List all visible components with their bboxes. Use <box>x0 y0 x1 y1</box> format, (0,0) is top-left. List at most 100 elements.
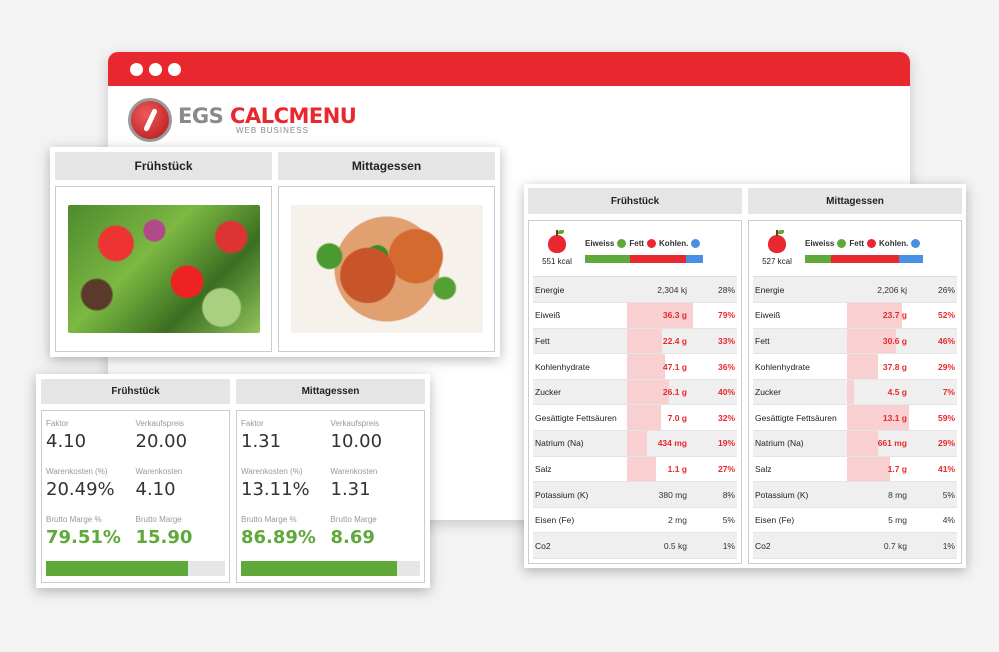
nutrient-percent-text: 36% <box>717 361 735 372</box>
nutrient-table: Energie 2,206 kj 26% Eiweiß 23.7 g 52% Fett 30.… <box>753 277 957 559</box>
macro-segment-carbs <box>899 254 923 263</box>
cost-column: Mittagessen Faktor 1.31 Verkaufspreis 10.0… <box>236 379 425 583</box>
warenkosten-pct-label: Warenkosten (%) <box>241 467 303 476</box>
nutrient-row: Zucker 4.5 g 7% <box>753 379 957 406</box>
nutrient-row: Kohlenhydrate 37.8 g 29% <box>753 354 957 380</box>
nutrient-percent: 5% <box>693 508 737 533</box>
nutrient-level-highlight <box>627 303 693 328</box>
carbs-dot-icon <box>691 238 701 248</box>
nutrient-percent: 26% <box>913 277 957 302</box>
nutrient-percent-text: 7% <box>942 387 955 398</box>
margin-progress-bar <box>46 561 225 576</box>
nutrient-level-highlight <box>847 456 891 482</box>
meal-title: Mittagessen <box>278 152 495 180</box>
apple-icon <box>548 230 566 254</box>
nutrient-name: Energie <box>535 284 565 295</box>
nutrient-row: Eisen (Fe) 5 mg 4% <box>753 508 957 534</box>
nutrition-panel: Frühstück 551 kcal Eiweiss Fett Kohlen. … <box>524 184 966 568</box>
brutto-marge-label: Brutto Marge <box>135 515 182 524</box>
nutrient-percent-text: 28% <box>717 284 735 295</box>
nutrient-amount: 23.7 g <box>847 303 913 328</box>
warenkosten-label: Warenkosten <box>330 467 378 476</box>
warenkosten-label: Warenkosten <box>135 467 183 476</box>
nutrient-row: Natrium (Na) 661 mg 29% <box>753 431 957 457</box>
nutrient-amount-text: 7.0 g <box>667 412 687 423</box>
nutrient-amount: 1.1 g <box>627 456 693 482</box>
window-dot-icon[interactable] <box>130 62 143 76</box>
brutto-marge-label: Brutto Marge <box>330 515 377 524</box>
stew-image <box>290 205 483 333</box>
nutrient-amount-text: 47.1 g <box>662 361 687 372</box>
nutrient-row: Potassium (K) 380 mg 8% <box>533 482 737 508</box>
nutrient-amount: 0.5 kg <box>627 533 693 558</box>
nutrient-percent: 36% <box>693 354 737 379</box>
nutrition-column: Mittagessen 527 kcal Eiweiss Fett Kohlen… <box>748 188 962 564</box>
nutrient-name: Kohlenhydrate <box>535 361 590 372</box>
nutrient-percent: 8% <box>693 482 737 507</box>
nutrient-row: Gesättigte Fettsäuren 13.1 g 59% <box>753 405 957 432</box>
legend-carbs: Kohlen. <box>879 238 909 248</box>
nutrient-amount: 47.1 g <box>627 354 693 379</box>
nutrient-percent-text: 33% <box>717 335 735 346</box>
nutrient-amount-text: 26.1 g <box>662 387 687 398</box>
nutrient-percent: 41% <box>913 457 957 482</box>
nutrient-name: Potassium (K) <box>535 489 589 500</box>
nutrient-amount-text: 8 mg <box>888 489 907 500</box>
nutrient-amount-text: 0.7 kg <box>883 540 907 551</box>
nutrient-name: Gesättigte Fettsäuren <box>535 412 617 423</box>
nutrient-name: Co2 <box>755 540 771 551</box>
nutrient-amount-text: 1.7 g <box>887 463 907 474</box>
faktor-value: 1.31 <box>241 431 282 452</box>
warenkosten-pct-value: 13.11% <box>241 479 310 500</box>
meal-image-frame[interactable] <box>278 186 495 352</box>
nutrient-percent: 5% <box>913 482 957 507</box>
nutrient-name: Potassium (K) <box>755 489 809 500</box>
salad-image <box>67 205 260 333</box>
nutrient-amount: 4.5 g <box>847 379 913 405</box>
nutrient-percent-text: 19% <box>717 438 735 449</box>
window-dot-icon[interactable] <box>149 62 162 76</box>
window-dot-icon[interactable] <box>168 62 181 76</box>
meal-image-frame[interactable] <box>55 186 272 352</box>
nutrient-level-highlight <box>627 405 661 431</box>
nutrient-percent: 46% <box>913 329 957 354</box>
meal-title: Frühstück <box>55 152 272 180</box>
logo-subtitle: WEB BUSINESS <box>236 125 309 135</box>
legend-carbs: Kohlen. <box>659 238 689 248</box>
verkaufspreis-value: 10.00 <box>330 431 383 452</box>
nutrient-percent: 4% <box>913 508 957 533</box>
nutrient-amount-text: 1.1 g <box>667 463 687 474</box>
nutrient-row: Co2 0.7 kg 1% <box>753 533 957 559</box>
protein-dot-icon <box>837 238 847 248</box>
nutrient-row: Gesättigte Fettsäuren 7.0 g 32% <box>533 405 737 432</box>
nutrient-amount-text: 37.8 g <box>882 361 907 372</box>
nutrient-percent-text: 5% <box>942 489 955 500</box>
nutrient-amount: 2,304 kj <box>627 277 693 302</box>
nutrition-title: Mittagessen <box>748 188 962 215</box>
cost-column: Frühstück Faktor 4.10 Verkaufspreis 20.00 … <box>41 379 230 583</box>
margin-progress-fill <box>241 561 397 576</box>
nutrient-name: Eisen (Fe) <box>535 515 575 526</box>
nutrient-amount-text: 2 mg <box>668 515 687 526</box>
nutrient-percent-text: 79% <box>717 310 735 321</box>
nutrition-title: Frühstück <box>528 188 742 215</box>
nutrient-level-highlight <box>627 354 666 379</box>
nutrient-name: Zucker <box>535 387 561 398</box>
nutrient-percent: 33% <box>693 329 737 354</box>
nutrient-amount: 380 mg <box>627 482 693 507</box>
brutto-marge-pct-value: 86.89% <box>241 527 316 548</box>
nutrient-amount-text: 434 mg <box>657 438 687 449</box>
nutrient-level-highlight <box>627 431 648 456</box>
logo-icon <box>128 98 172 142</box>
nutrient-amount: 13.1 g <box>847 405 913 431</box>
nutrient-name: Eiweiß <box>535 310 561 321</box>
nutrient-percent-text: 5% <box>722 515 735 526</box>
nutrient-percent-text: 29% <box>937 361 955 372</box>
nutrient-amount-text: 5 mg <box>888 515 907 526</box>
brutto-marge-value: 8.69 <box>330 527 375 548</box>
nutrient-level-highlight <box>627 456 656 482</box>
nutrient-percent: 29% <box>913 431 957 456</box>
nutrient-amount: 7.0 g <box>627 405 693 431</box>
nutrient-amount-text: 22.4 g <box>662 335 687 346</box>
kcal-value: 527 kcal <box>762 257 792 267</box>
